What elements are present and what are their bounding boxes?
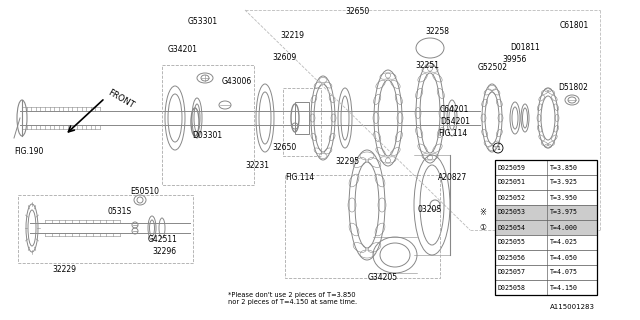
Bar xyxy=(495,265,597,280)
Text: 32295: 32295 xyxy=(335,157,359,166)
Text: 39956: 39956 xyxy=(502,55,526,65)
Text: T=3.950: T=3.950 xyxy=(550,195,578,201)
Text: D025058: D025058 xyxy=(497,284,525,291)
Text: C61801: C61801 xyxy=(560,20,589,29)
Text: 32229: 32229 xyxy=(52,266,76,275)
Bar xyxy=(495,190,597,205)
Text: *Please don't use 2 pieces of T=3.850
nor 2 pieces of T=4.150 at same time.: *Please don't use 2 pieces of T=3.850 no… xyxy=(228,292,357,305)
Bar xyxy=(495,220,597,235)
Bar xyxy=(285,175,440,278)
Text: 32650: 32650 xyxy=(345,7,369,17)
Text: T=4.000: T=4.000 xyxy=(550,225,578,230)
Bar xyxy=(162,65,254,185)
Text: 0531S: 0531S xyxy=(108,207,132,217)
Text: D025059: D025059 xyxy=(497,164,525,171)
Text: G42511: G42511 xyxy=(148,236,178,244)
Text: 32650: 32650 xyxy=(272,143,296,153)
Text: 32609: 32609 xyxy=(272,53,296,62)
Text: FIG.114: FIG.114 xyxy=(438,130,467,139)
Text: A20827: A20827 xyxy=(438,173,467,182)
Bar xyxy=(495,280,597,295)
Text: D025056: D025056 xyxy=(497,254,525,260)
Text: G52502: G52502 xyxy=(478,63,508,73)
Text: D025052: D025052 xyxy=(497,195,525,201)
Text: FIG.190: FIG.190 xyxy=(14,148,44,156)
Text: G34201: G34201 xyxy=(168,45,198,54)
Text: D025051: D025051 xyxy=(497,180,525,186)
Text: ①: ① xyxy=(479,223,486,232)
Text: FRONT: FRONT xyxy=(106,88,135,110)
Text: T=4.150: T=4.150 xyxy=(550,284,578,291)
Text: D01811: D01811 xyxy=(510,44,540,52)
Text: D54201: D54201 xyxy=(440,117,470,126)
Text: 32251: 32251 xyxy=(415,60,439,69)
Bar xyxy=(495,160,597,175)
Text: 32219: 32219 xyxy=(280,30,304,39)
Text: T=3.925: T=3.925 xyxy=(550,180,578,186)
Text: T=3.850: T=3.850 xyxy=(550,164,578,171)
Text: A115001283: A115001283 xyxy=(550,304,595,310)
Text: 0320S: 0320S xyxy=(418,205,442,214)
Bar xyxy=(495,235,597,250)
Text: D025057: D025057 xyxy=(497,269,525,276)
Bar xyxy=(283,88,321,156)
Bar xyxy=(495,205,597,220)
Text: G53301: G53301 xyxy=(188,18,218,27)
Text: E50510: E50510 xyxy=(130,188,159,196)
Bar xyxy=(18,195,193,263)
Text: 32231: 32231 xyxy=(245,161,269,170)
Bar xyxy=(495,175,597,190)
Text: D03301: D03301 xyxy=(192,131,222,140)
Text: D025054: D025054 xyxy=(497,225,525,230)
Text: D025053: D025053 xyxy=(497,210,525,215)
Text: 1: 1 xyxy=(496,146,500,150)
Text: T=4.050: T=4.050 xyxy=(550,254,578,260)
Text: ※: ※ xyxy=(479,208,486,217)
Text: T=4.025: T=4.025 xyxy=(550,239,578,245)
Text: T=4.075: T=4.075 xyxy=(550,269,578,276)
Text: 32258: 32258 xyxy=(425,28,449,36)
Text: G43006: G43006 xyxy=(222,77,252,86)
Bar xyxy=(495,160,597,295)
Bar xyxy=(495,250,597,265)
Bar xyxy=(295,102,309,134)
Text: D51802: D51802 xyxy=(558,84,588,92)
Text: 32296: 32296 xyxy=(152,247,176,257)
Text: T=3.975: T=3.975 xyxy=(550,210,578,215)
Text: C64201: C64201 xyxy=(440,106,469,115)
Text: FIG.114: FIG.114 xyxy=(285,173,314,182)
Text: G34205: G34205 xyxy=(368,274,398,283)
Text: D025055: D025055 xyxy=(497,239,525,245)
